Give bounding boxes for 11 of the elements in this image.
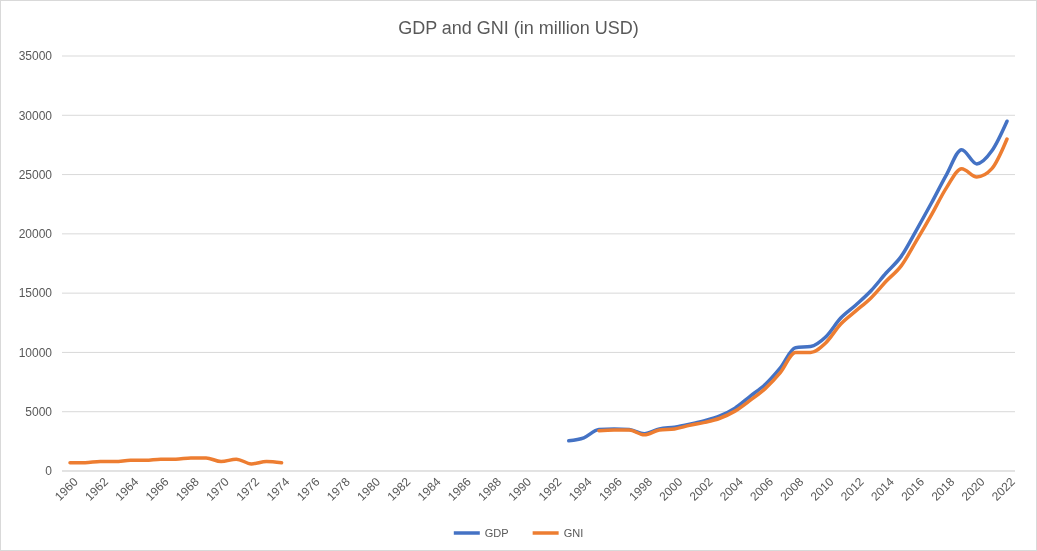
legend-label: GDP <box>484 527 509 539</box>
y-tick-label: 35000 <box>18 49 53 64</box>
y-tick-label: 30000 <box>18 108 53 123</box>
y-tick-label: 5000 <box>25 405 53 420</box>
chart-title: GDP and GNI (in million USD) <box>398 18 639 38</box>
y-tick-label: 10000 <box>18 345 53 360</box>
legend-label: GNI <box>563 527 584 539</box>
y-tick-label: 15000 <box>18 286 53 301</box>
y-tick-label: 20000 <box>18 227 53 242</box>
y-tick-label: 25000 <box>18 167 53 182</box>
y-tick-label: 0 <box>45 464 53 479</box>
